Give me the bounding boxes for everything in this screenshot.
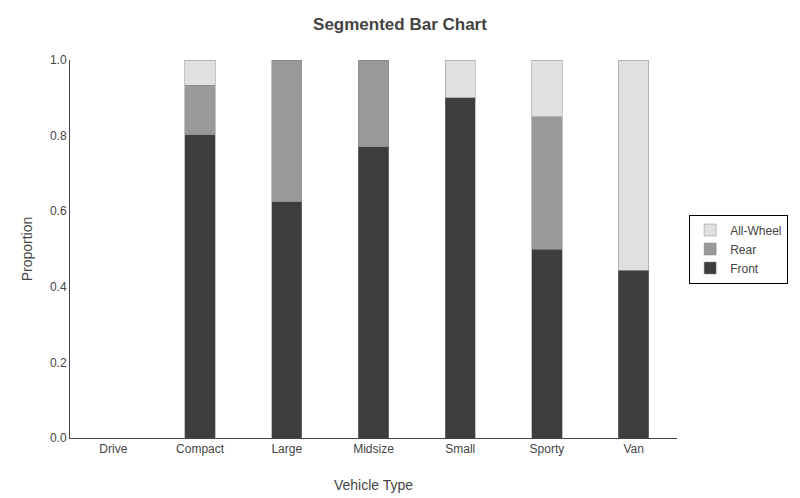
svg-text:Vehicle Type: Vehicle Type: [334, 477, 413, 493]
svg-text:0.6: 0.6: [50, 204, 67, 218]
svg-text:Drive: Drive: [99, 442, 127, 456]
svg-text:Segmented Bar Chart: Segmented Bar Chart: [313, 15, 487, 34]
svg-text:0.8: 0.8: [50, 129, 67, 143]
svg-text:Compact: Compact: [176, 442, 225, 456]
svg-text:0.2: 0.2: [50, 356, 67, 370]
svg-text:All-Wheel: All-Wheel: [730, 224, 781, 238]
svg-text:1.0: 1.0: [50, 53, 67, 67]
svg-text:Sporty: Sporty: [530, 442, 565, 456]
svg-text:Proportion: Proportion: [19, 217, 35, 282]
svg-text:Midsize: Midsize: [353, 442, 394, 456]
svg-text:Rear: Rear: [730, 243, 756, 257]
svg-text:Large: Large: [271, 442, 302, 456]
svg-text:Small: Small: [445, 442, 475, 456]
svg-text:0.0: 0.0: [50, 431, 67, 445]
svg-text:Van: Van: [623, 442, 643, 456]
svg-text:Front: Front: [730, 262, 759, 276]
svg-text:0.4: 0.4: [50, 280, 67, 294]
